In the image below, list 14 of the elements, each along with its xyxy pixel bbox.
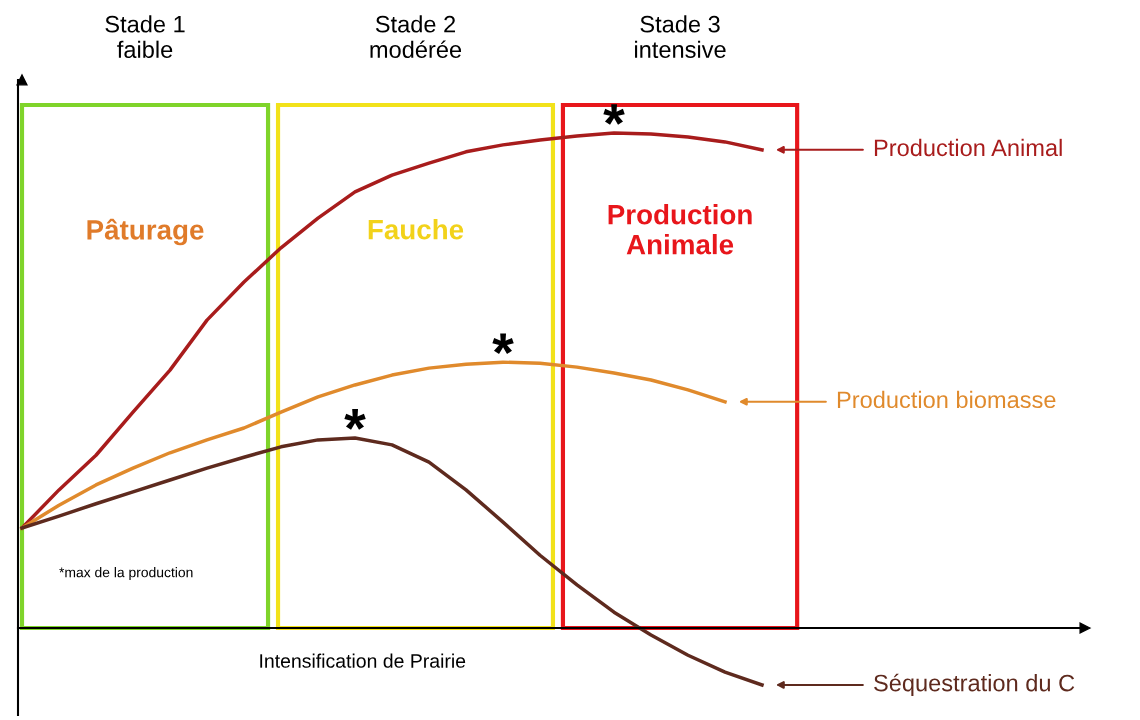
text: * bbox=[603, 104, 625, 125]
annotation: * bbox=[492, 333, 514, 355]
annotation: Pâturage bbox=[87, 218, 204, 246]
text: Stade 2 modérée bbox=[370, 15, 462, 58]
legend-label: Production biomasse bbox=[837, 390, 1056, 409]
annotation: * bbox=[344, 409, 366, 430]
annotation: Fauche bbox=[368, 219, 464, 240]
text: Stade 3 intensive bbox=[635, 15, 726, 58]
x-axis-title: Intensification de Prairie bbox=[260, 653, 466, 668]
legend-label: Production Animal bbox=[874, 138, 1062, 157]
text: Stade 1 faible bbox=[105, 15, 185, 58]
annotation: *max de la production bbox=[59, 567, 193, 581]
legend-label: Séquestration du C bbox=[874, 673, 1075, 697]
annotation: Production Animale bbox=[608, 204, 752, 255]
